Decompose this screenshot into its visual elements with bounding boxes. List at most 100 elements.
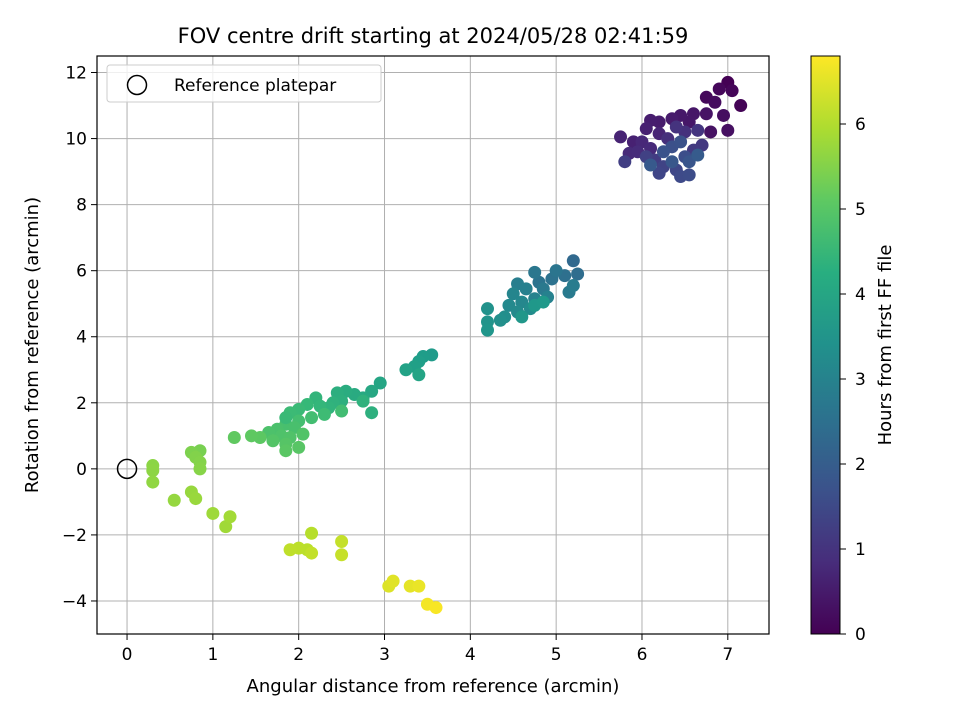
data-point: [566, 279, 580, 293]
data-point: [704, 125, 718, 139]
data-points: [146, 75, 748, 615]
data-point: [223, 510, 237, 524]
data-point: [283, 543, 297, 557]
colorbar-tick-label: 2: [855, 455, 866, 475]
data-point: [734, 99, 748, 113]
data-point: [305, 411, 319, 425]
data-point: [356, 394, 370, 408]
x-tick-label: 2: [293, 645, 304, 665]
y-tick-label: −2: [62, 526, 87, 546]
data-point: [386, 574, 400, 588]
x-tick-label: 3: [379, 645, 390, 665]
data-point: [317, 407, 331, 421]
colorbar-tick-label: 3: [855, 370, 866, 390]
data-point: [292, 440, 306, 454]
legend: Reference platepar: [106, 64, 382, 103]
colorbar-ticks: 0 1 2 3 4 5 6: [840, 115, 866, 645]
x-tick-label: 0: [122, 645, 133, 665]
data-point: [566, 254, 580, 268]
data-point: [189, 492, 203, 506]
data-point: [206, 506, 220, 520]
data-point: [412, 579, 426, 593]
data-point: [652, 166, 666, 180]
x-tick-label: 6: [637, 645, 648, 665]
data-point: [493, 313, 507, 327]
data-point: [296, 427, 310, 441]
reference-marker: [116, 458, 138, 480]
y-tick-label: 4: [76, 328, 87, 348]
data-point: [146, 464, 160, 478]
data-point: [665, 155, 679, 169]
chart-title: FOV centre drift starting at 2024/05/28 …: [178, 24, 689, 48]
data-point: [674, 135, 688, 149]
data-point: [146, 475, 160, 489]
y-axis: −4 −2 0 2 4 6 8 10 12: [62, 64, 97, 612]
data-point: [614, 130, 628, 144]
data-point: [167, 493, 181, 507]
y-axis-label: Rotation from reference (arcmin): [22, 197, 43, 493]
data-point: [480, 302, 494, 316]
data-point: [669, 120, 683, 134]
data-point: [571, 267, 585, 281]
data-point: [717, 108, 731, 122]
legend-box: [106, 64, 382, 103]
colorbar-tick-label: 6: [855, 115, 866, 135]
data-point: [691, 123, 705, 137]
data-point: [536, 295, 550, 309]
data-point: [515, 310, 529, 324]
y-tick-label: 8: [76, 196, 87, 216]
data-point: [656, 145, 670, 159]
plot-frame: [96, 55, 770, 635]
data-point: [399, 363, 413, 377]
y-tick-label: −4: [62, 592, 87, 612]
data-point: [682, 168, 696, 182]
data-point: [644, 158, 658, 172]
colorbar-tick-label: 0: [855, 625, 866, 645]
data-point: [279, 411, 293, 425]
legend-marker-circle: [126, 74, 148, 96]
data-point: [549, 264, 563, 278]
data-point: [506, 287, 520, 301]
data-point: [244, 429, 258, 443]
y-tick-label: 2: [76, 394, 87, 414]
data-point: [305, 546, 319, 560]
data-point: [639, 122, 653, 136]
data-point: [708, 95, 722, 109]
data-point: [373, 376, 387, 390]
data-point: [266, 434, 280, 448]
colorbar-gradient: [810, 55, 841, 635]
data-point: [227, 430, 241, 444]
data-point: [721, 123, 735, 137]
data-point: [279, 444, 293, 458]
y-tick-label: 10: [65, 130, 87, 150]
data-point: [699, 107, 713, 121]
colorbar-label: Hours from first FF file: [875, 245, 896, 446]
data-point: [335, 548, 349, 562]
data-point: [193, 462, 207, 476]
y-tick-label: 6: [76, 262, 87, 282]
x-axis-label: Angular distance from reference (arcmin): [247, 676, 620, 697]
data-point: [691, 148, 705, 162]
colorbar-tick-label: 1: [855, 540, 866, 560]
x-tick-label: 4: [465, 645, 476, 665]
x-tick-label: 5: [551, 645, 562, 665]
data-point: [305, 526, 319, 540]
colorbar-tick-label: 5: [855, 200, 866, 220]
grid: [97, 56, 769, 634]
y-tick-label: 0: [76, 460, 87, 480]
data-point: [712, 82, 726, 96]
data-point: [335, 404, 349, 418]
colorbar-tick-label: 4: [855, 285, 866, 305]
data-point: [429, 601, 443, 615]
data-point: [480, 323, 494, 337]
x-tick-label: 1: [207, 645, 218, 665]
reference-platepar-point: [116, 458, 138, 480]
data-point: [412, 368, 426, 382]
data-point: [528, 265, 542, 279]
data-point: [365, 406, 379, 420]
x-tick-label: 7: [722, 645, 733, 665]
y-tick-label: 12: [65, 64, 87, 84]
data-point: [219, 520, 233, 534]
data-point: [335, 535, 349, 549]
